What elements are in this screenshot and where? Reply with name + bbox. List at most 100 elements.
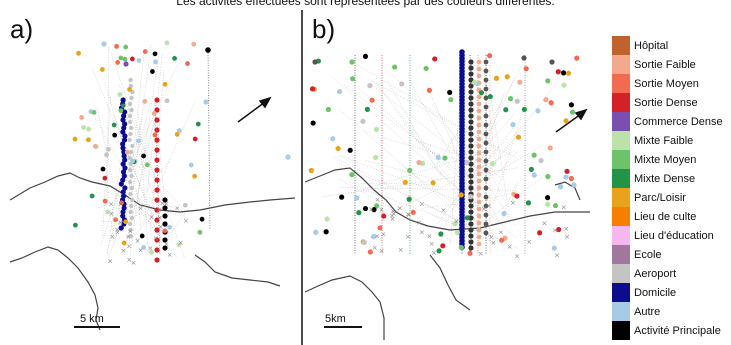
activity-point (406, 196, 412, 202)
activity-point (118, 108, 124, 114)
activity-point (127, 87, 132, 92)
legend-item: Mixte Dense (612, 169, 695, 188)
point (563, 174, 569, 180)
activity-point (548, 100, 554, 106)
activity-point (471, 79, 478, 86)
point (468, 113, 474, 119)
point (468, 83, 474, 89)
point (154, 127, 160, 133)
activity-point (119, 200, 124, 206)
trajectory-segment (139, 205, 154, 229)
point (127, 155, 132, 161)
activity-point (172, 55, 177, 61)
origin-marker: × (429, 240, 435, 248)
point (127, 113, 133, 119)
activity-point (111, 122, 117, 128)
activity-point (151, 110, 157, 116)
origin-marker: × (397, 205, 403, 213)
origin-marker: × (542, 219, 548, 227)
activity-point (568, 102, 575, 108)
point (468, 71, 474, 77)
point (468, 245, 474, 251)
activity-point (552, 203, 559, 209)
point (127, 101, 133, 107)
point (349, 59, 355, 65)
domicile-point (122, 157, 128, 163)
trajectory-segment (138, 199, 141, 227)
point (521, 55, 527, 61)
trajectory-segment (323, 167, 518, 197)
point (483, 140, 489, 146)
activity-point (362, 53, 369, 60)
activity-point (564, 168, 570, 174)
activity-point (531, 152, 537, 158)
point (483, 68, 489, 74)
trajectory-segment (130, 180, 140, 256)
point (468, 143, 474, 149)
point (154, 197, 160, 203)
figure-caption: Les activités effectuées sont représenté… (176, 0, 555, 8)
legend-swatch (612, 55, 630, 74)
activity-point (149, 249, 154, 255)
point (483, 194, 489, 200)
legend-label: Activité Principale (634, 324, 721, 337)
trajectory-segment (426, 84, 475, 192)
legend-swatch (612, 36, 630, 55)
trajectory-segment (465, 177, 542, 238)
activity-point (537, 230, 543, 236)
legend-swatch (612, 93, 630, 112)
trajectory-segment (120, 205, 163, 251)
scalebar-a-label: 5 km (80, 313, 104, 325)
trajectory-segment (118, 84, 168, 208)
point (476, 206, 482, 212)
activity-point (102, 175, 108, 181)
origin-marker: × (440, 207, 446, 215)
activity-point (72, 136, 78, 142)
point (468, 161, 474, 167)
activity-point (102, 198, 108, 204)
activity-point (514, 193, 520, 199)
activity-point (442, 155, 448, 161)
origin-marker: × (389, 215, 395, 223)
trajectory-segment (338, 154, 460, 202)
activity-point (339, 194, 345, 200)
scalebar-b-label: 5km (325, 313, 346, 325)
origin-marker: × (398, 246, 404, 254)
origin-marker: × (108, 200, 114, 208)
point (476, 66, 482, 72)
point (549, 59, 555, 65)
domicile-point (120, 209, 126, 215)
activity-point (310, 120, 316, 126)
point (476, 136, 482, 142)
point (476, 192, 482, 198)
activity-point (438, 231, 444, 237)
legend-label: Autre (634, 305, 661, 318)
trajectory-segment (464, 112, 515, 176)
trajectory-segment (496, 150, 519, 176)
point (476, 213, 482, 219)
point (128, 191, 133, 197)
activity-point (136, 58, 142, 63)
activity-point (105, 146, 111, 152)
origin-marker: × (159, 199, 165, 207)
activity-point (130, 158, 136, 164)
point (128, 227, 133, 233)
legend-swatch (612, 131, 630, 150)
point (483, 104, 489, 110)
activity-point (426, 87, 432, 93)
activity-point (410, 209, 416, 215)
activity-point (360, 118, 366, 124)
origin-marker: × (121, 247, 127, 255)
origin-marker: × (552, 227, 558, 235)
legend-label: Mixte Faible (634, 134, 694, 147)
legend-label: Domicile (634, 286, 677, 299)
activity-point (167, 224, 173, 230)
point (129, 203, 134, 209)
origin-marker: × (514, 253, 520, 261)
point (154, 107, 160, 113)
legend-swatch (612, 169, 630, 188)
activity-point (336, 88, 343, 95)
domicile-point (122, 121, 128, 127)
domicile-point (121, 149, 127, 155)
activity-point (568, 175, 574, 182)
